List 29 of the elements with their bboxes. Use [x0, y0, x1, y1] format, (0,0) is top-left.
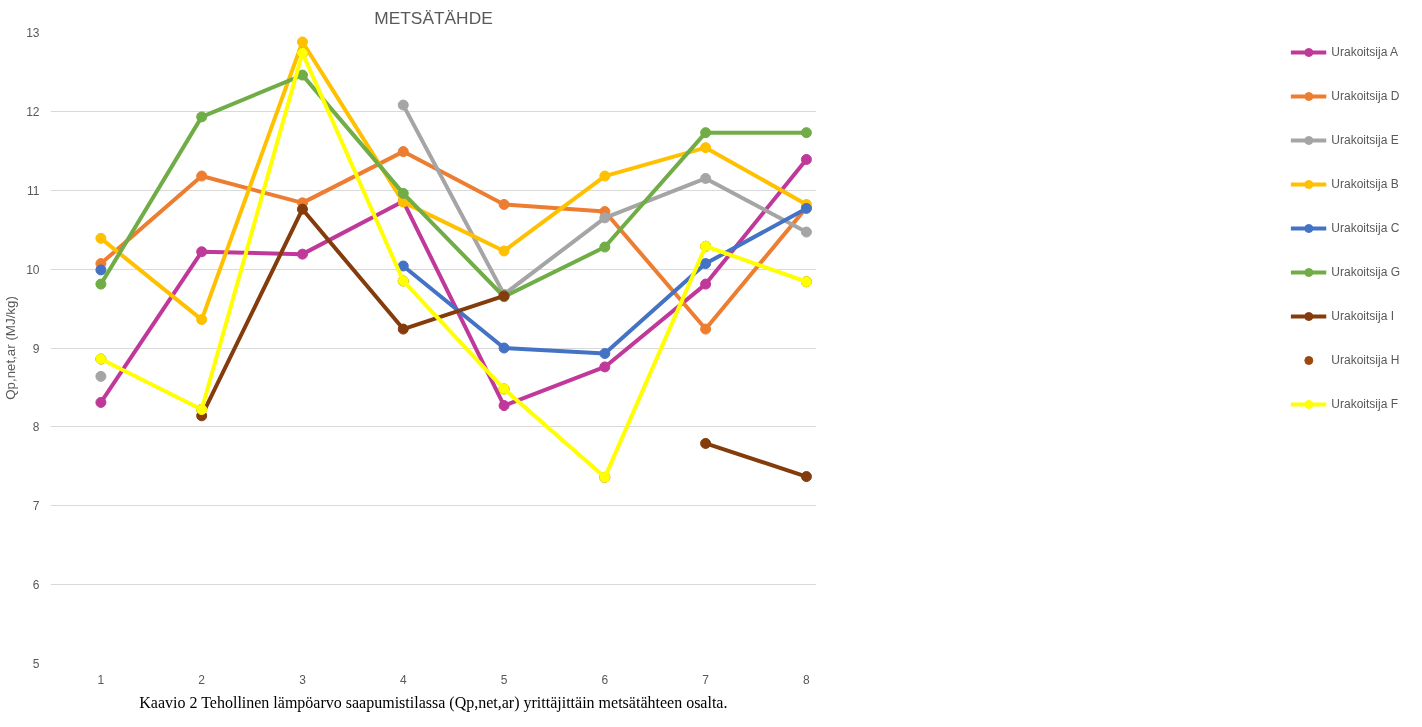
x-tick-label: 5 [500, 672, 508, 687]
y-tick-label: 11 [27, 183, 40, 198]
legend-label: Urakoitsija F [1331, 397, 1398, 411]
y-tick-label: 13 [26, 26, 40, 40]
text: Kaavio 2 Tehollinen lämpöarvo saapumistilassa (Qp,net,ar) yrittäjittäin metsätähteen osalta. [139, 693, 728, 712]
y-tick-label: 9 [32, 341, 40, 356]
x-tick-label: 3 [299, 672, 307, 687]
y-tick-label: 6 [32, 578, 40, 593]
y-tick-label: 7 [32, 499, 40, 514]
y-tick-label: 5 [32, 657, 40, 671]
chart-title: METSÄTÄHDE [374, 7, 493, 28]
legend-label: Urakoitsija D [1331, 89, 1400, 103]
x-tick-label: 6 [601, 672, 609, 687]
legend-label: Urakoitsija H [1331, 353, 1400, 367]
y-tick-label: 10 [26, 262, 40, 277]
legend-label: Urakoitsija E [1331, 133, 1399, 147]
y-tick-label: 12 [26, 104, 40, 119]
y-tick-label: 8 [32, 420, 40, 435]
legend-label: Urakoitsija C [1331, 221, 1400, 235]
x-tick-label: 8 [803, 672, 811, 687]
legend-label: Urakoitsija A [1331, 45, 1399, 59]
x-tick-label: 2 [198, 672, 206, 687]
y-axis-title: Qp,net,ar (MJ/kg) [3, 296, 19, 400]
x-tick-label: 4 [399, 672, 407, 687]
legend-label: Urakoitsija G [1331, 265, 1400, 279]
legend-label: Urakoitsija I [1331, 309, 1394, 323]
x-tick-label: 1 [97, 672, 105, 687]
x-tick-label: 7 [702, 672, 710, 687]
legend-label: Urakoitsija B [1331, 177, 1399, 191]
